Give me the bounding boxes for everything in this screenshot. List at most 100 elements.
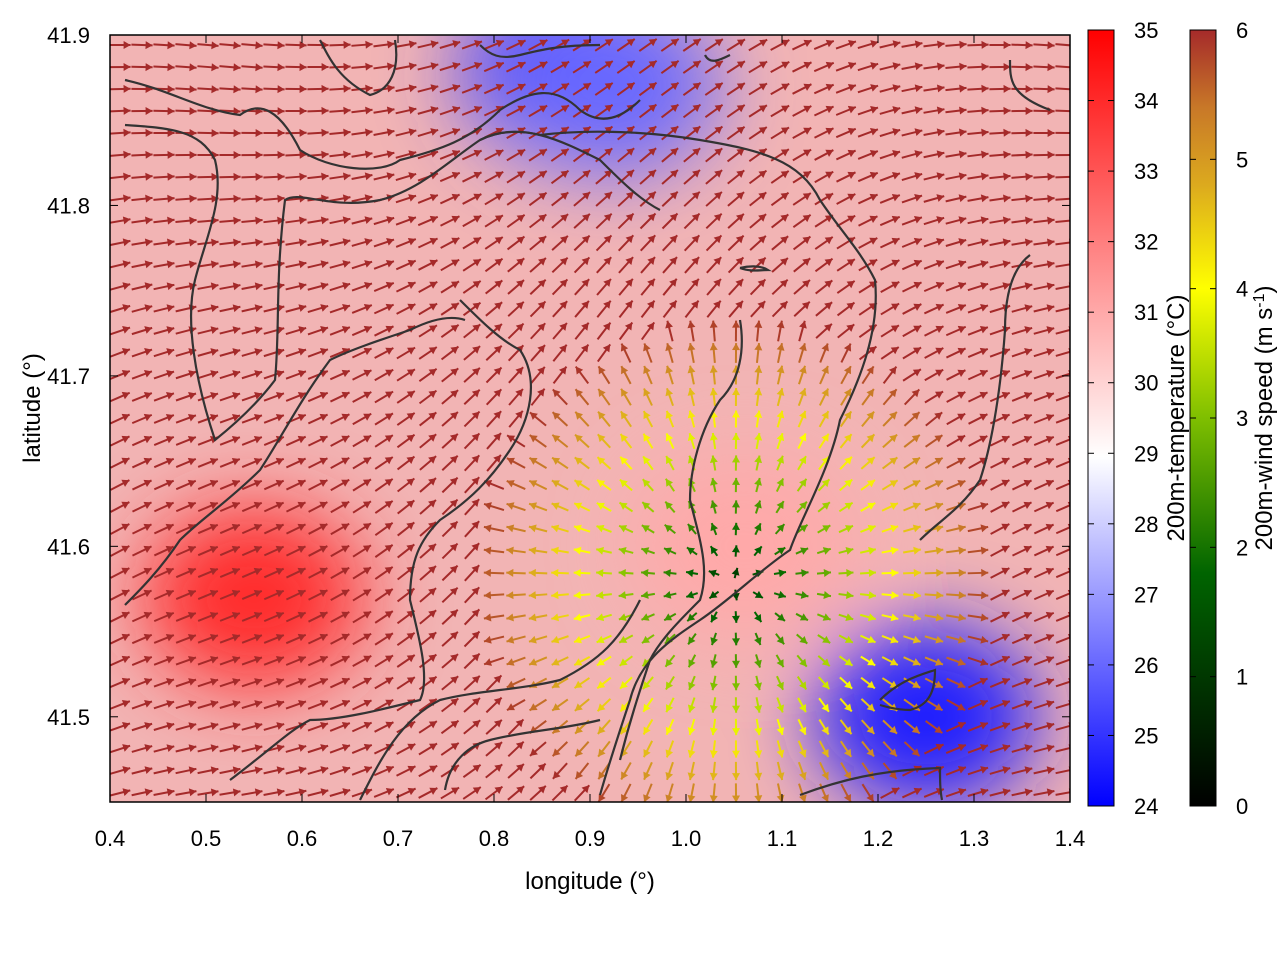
wind-arrow-head <box>121 633 130 642</box>
wind-arrow-head <box>319 567 328 575</box>
wind-arrow-head <box>575 434 583 443</box>
wind-arrow-head <box>232 370 241 378</box>
wind-arrow-head <box>121 523 130 531</box>
wind-arrow-head <box>121 479 130 487</box>
wind-arrow-head <box>529 658 538 666</box>
x-tick-label: 0.5 <box>191 826 222 851</box>
wind-arrow-head <box>687 365 696 374</box>
wind-arrow-head <box>253 545 262 554</box>
wind-arrow-head <box>233 238 241 247</box>
wind-arrow-head <box>253 523 262 532</box>
wind-arrow-head <box>1003 150 1011 159</box>
wind-arrow-head <box>428 743 438 751</box>
wind-arrow-head <box>1023 567 1032 576</box>
wind-arrow-head <box>189 107 197 116</box>
wind-arrow-head <box>868 568 876 577</box>
wind-arrow-head <box>452 128 460 136</box>
wind-arrow-head <box>537 763 546 772</box>
wind-arrow-head <box>538 149 547 157</box>
wind-arrow-head <box>980 613 989 622</box>
wind-arrow-head <box>341 523 350 531</box>
wind-arrow-head <box>799 343 807 352</box>
wind-arrow-head <box>869 193 878 202</box>
wind-arrow-head <box>450 281 459 289</box>
wind-arrow-head <box>254 392 263 400</box>
wind-arrow-head <box>429 215 438 224</box>
wind-arrow-head <box>145 194 153 203</box>
wind-arrow-head <box>516 193 525 201</box>
wind-arrow-head <box>253 435 262 444</box>
wind-arrow-head <box>363 391 372 399</box>
wind-arrow-head <box>429 765 438 773</box>
wind-arrow-head <box>824 236 833 245</box>
wind-arrow-head <box>538 127 548 135</box>
wind-arrow-head <box>868 346 877 354</box>
wind-arrow-shaft <box>1055 724 1070 731</box>
wind-arrow-head <box>936 172 945 181</box>
wind-arrow-head <box>736 104 745 113</box>
wind-arrow-head <box>362 457 372 465</box>
wind-arrow-head <box>386 106 395 115</box>
wind-arrow-head <box>687 410 696 419</box>
wind-arrow-head <box>341 699 350 708</box>
wind-arrow-head <box>167 107 175 116</box>
wind-arrow-head <box>802 214 811 223</box>
wind-arrow-head <box>255 194 263 203</box>
wind-arrow-head <box>406 434 415 443</box>
wind-arrow-head <box>298 766 307 774</box>
wind-arrow-head <box>575 771 584 780</box>
wind-arrow-head <box>1023 523 1032 532</box>
wind-arrow-head <box>843 366 851 375</box>
wind-arrow-head <box>889 748 897 757</box>
wind-arrow-head <box>980 282 989 290</box>
wind-arrow-head <box>319 633 328 642</box>
wind-arrow-head <box>121 655 130 664</box>
wind-arrow-head <box>451 237 460 245</box>
wind-arrow-head <box>188 766 197 775</box>
wind-arrow-head <box>914 172 923 180</box>
wind-arrow-head <box>254 722 263 730</box>
wind-arrow-head <box>1045 611 1054 620</box>
wind-arrow-head <box>275 633 284 642</box>
wind-arrow-head <box>648 38 657 47</box>
wind-arrow-head <box>754 750 763 758</box>
wind-arrow-head <box>365 106 373 115</box>
wind-arrow-head <box>299 172 307 181</box>
wind-arrow-head <box>890 613 899 622</box>
wind-arrow-head <box>670 169 678 178</box>
wind-arrow-head <box>363 611 372 619</box>
wind-arrow-head <box>870 40 879 48</box>
wind-arrow-head <box>472 237 482 245</box>
wind-arrow-head <box>892 172 900 180</box>
wind-arrow-head <box>736 170 745 178</box>
wind-arrow-head <box>846 302 855 311</box>
wind-arrow-head <box>1001 413 1010 422</box>
wind-arrow-head <box>494 742 503 750</box>
wind-arrow-head <box>210 392 219 400</box>
wind-arrow-head <box>687 433 696 442</box>
wind-arrow-head <box>844 635 853 643</box>
wind-arrow-head <box>776 320 785 329</box>
wind-arrow-head <box>320 238 329 247</box>
wind-arrow-head <box>776 455 785 464</box>
wind-arrow-head <box>980 546 989 555</box>
wind-arrow-head <box>166 744 175 752</box>
wind-arrow-shaft <box>1055 175 1070 179</box>
wind-arrow-head <box>561 61 570 69</box>
wind-arrow-head <box>473 83 482 92</box>
wind-arrow-head <box>889 502 898 510</box>
wind-arrow-head <box>1046 238 1055 247</box>
wind-arrow-head <box>713 300 721 309</box>
wind-arrow-head <box>123 84 131 93</box>
wind-arrow-head <box>495 61 504 70</box>
wind-arrow-head <box>958 546 966 555</box>
wind-arrow-head <box>189 150 197 159</box>
wind-arrow-head <box>825 193 834 201</box>
wind-arrow-head <box>276 348 285 356</box>
wind-arrow-head <box>713 235 722 244</box>
wind-arrow-head <box>428 368 437 377</box>
wind-arrow-head <box>123 172 131 181</box>
wind-arrow-head <box>187 545 196 554</box>
wind-arrow-head <box>575 366 584 375</box>
wind-arrow-head <box>506 480 515 488</box>
